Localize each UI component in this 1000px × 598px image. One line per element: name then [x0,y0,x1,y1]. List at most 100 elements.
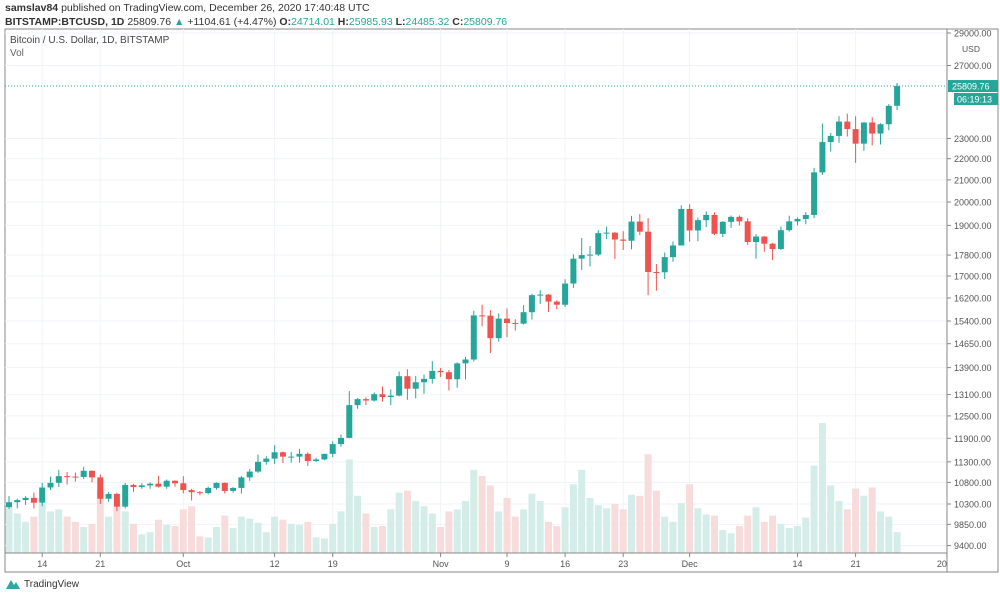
volume-bar [727,533,735,553]
up-triangle-icon: ▲ [174,16,185,28]
candle-body [628,221,635,241]
candle [769,242,776,261]
time-tick-label: 21 [95,559,105,569]
candle-body [180,483,187,491]
time-tick-label: Dec [682,559,699,569]
candle-body [753,236,759,242]
volume-bar [246,518,254,553]
volume-bar [221,515,229,553]
price-tick-label: 13900.00 [954,363,992,373]
volume-bar [827,485,835,553]
low-value: 24485.32 [405,16,450,28]
candle-body [404,376,411,389]
candle-body [163,480,170,487]
volume-bar [105,516,113,553]
candle-body [396,376,403,396]
candle-body [296,453,303,457]
volume-legend: Vol [10,48,24,59]
price-tick-label: 11900.00 [954,434,991,444]
candle-body [304,453,311,462]
candle-body [470,315,477,360]
volume-bar [810,465,818,553]
candle [504,308,510,338]
volume-bar [752,507,760,553]
candle-body [744,221,751,242]
candle-body [122,484,129,507]
volume-bar [702,514,710,553]
volume-bar [437,527,445,553]
volume-bar [561,507,569,553]
volume-bar [470,469,478,553]
candles [6,82,901,512]
price-tick-label: 10800.00 [954,478,992,488]
candle [445,369,452,391]
candle [836,116,842,143]
candle [30,492,37,509]
volume-bar [652,490,660,553]
volume-bar [428,513,436,553]
candle-body [213,482,220,488]
candle [611,232,618,259]
candle-body [313,459,320,462]
candle [354,398,361,409]
candle [528,293,535,320]
candle [670,241,676,262]
candle [894,82,901,110]
volume-bar [403,490,411,553]
candle [761,236,768,252]
price-tick-label: 17800.00 [954,251,992,261]
candle-body [22,497,29,501]
volume-bar [362,513,370,553]
candle [711,212,718,236]
candle-body [562,283,569,305]
candle-body [147,483,154,486]
candle [802,212,809,225]
candle-body [578,255,585,259]
candle-body [64,476,71,478]
volume-bar [63,516,71,553]
high-value: 25985.93 [348,16,393,28]
candle-body [39,487,46,503]
candle [89,470,95,483]
candle [255,454,261,473]
candle [437,367,444,377]
price-tick-label: 12500.00 [954,411,992,421]
close-label: C: [452,16,464,28]
price-tick-label: 16200.00 [954,293,992,303]
candle [728,215,735,228]
volume-bar [379,525,386,553]
author[interactable]: samslav84 [5,2,59,14]
candle [628,215,635,250]
volume-bar [495,511,503,553]
candle-body [836,121,842,136]
candle-body [694,220,701,231]
candle-body [113,493,120,507]
volume-bars [5,423,901,553]
candle [786,215,793,232]
volume-bar [138,534,146,553]
price-tick-label: 29000.00 [954,29,992,39]
time-tick-label: 16 [560,559,570,569]
candle-body [844,121,851,130]
volume-bar [412,501,420,553]
candle [155,475,162,488]
price-tick-label: 19000.00 [954,221,992,231]
candle-body [877,124,884,134]
candle [827,132,834,152]
candle [703,211,710,228]
candle-body [421,378,427,383]
volume-bar [121,511,129,553]
volume-bar [163,524,171,553]
price-tick-label: 20000.00 [954,198,992,208]
volume-bar [395,492,403,553]
candle-body [636,221,643,232]
candle [412,375,419,399]
candle-body [794,218,801,222]
volume-bar [196,536,204,553]
volume-bar [113,506,121,553]
candle-body [379,394,386,398]
candle [570,254,577,288]
candle [877,123,884,145]
candle-body [230,487,237,491]
